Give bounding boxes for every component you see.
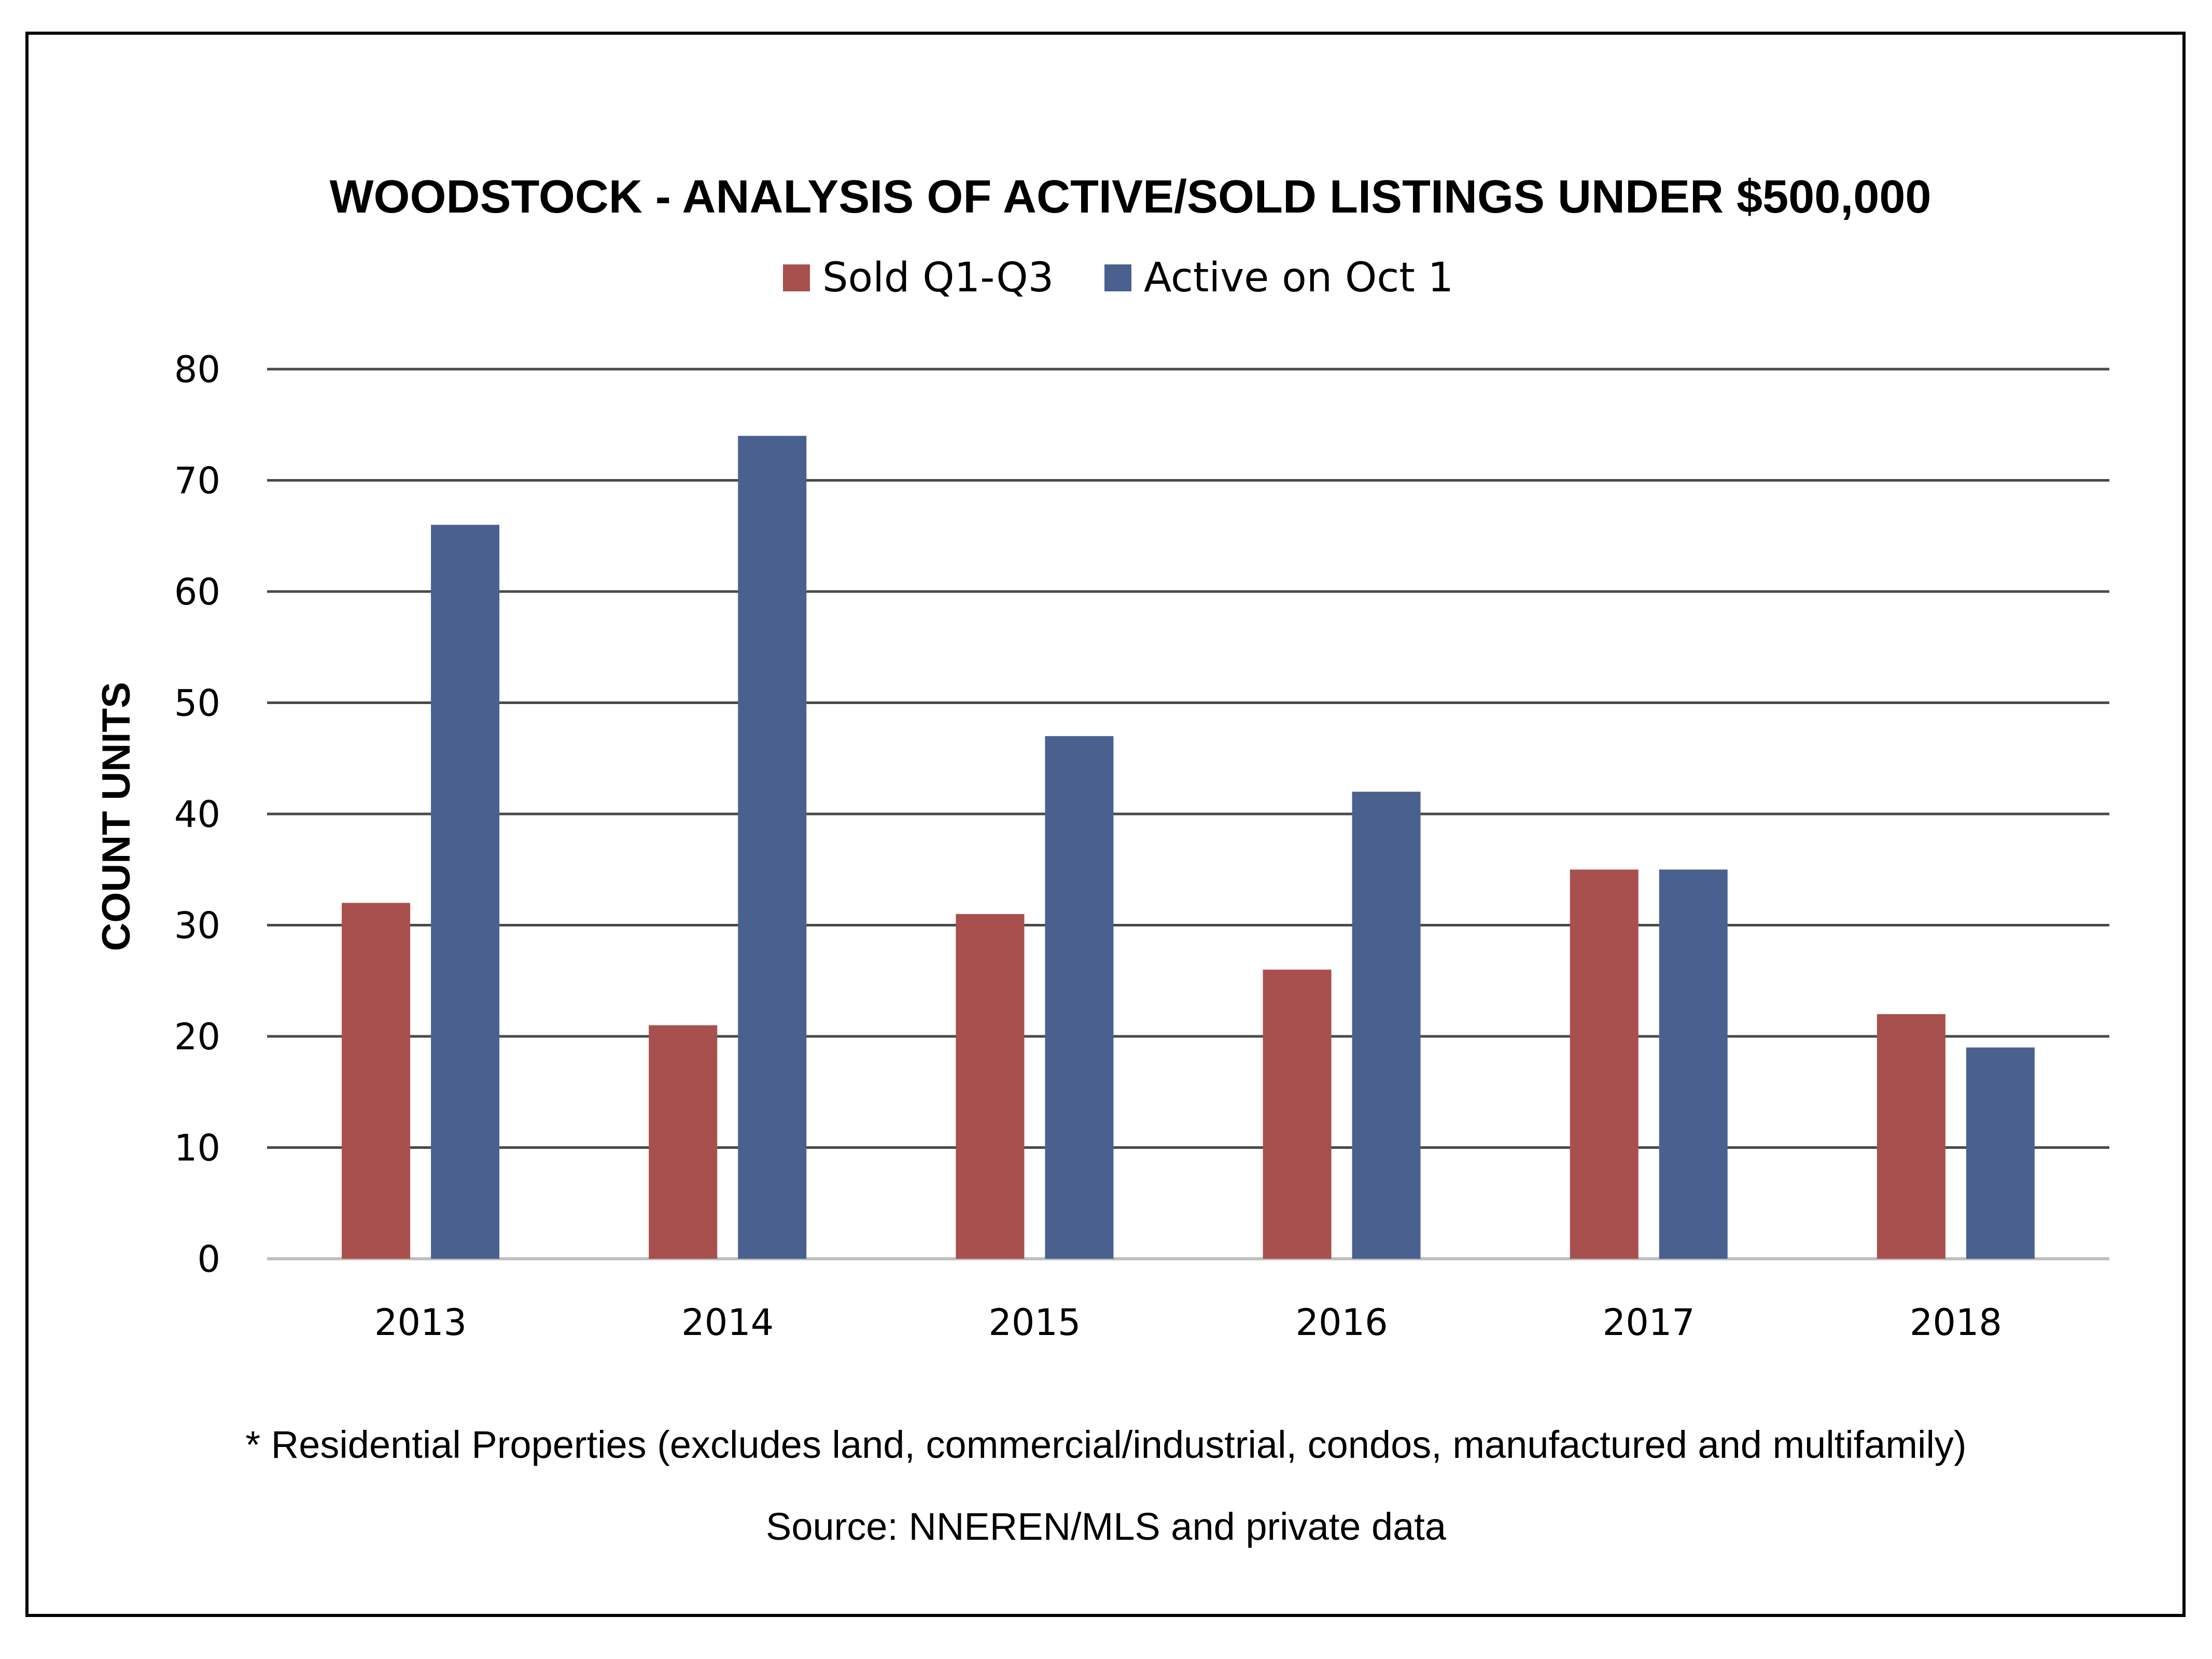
- bar-active: [1045, 736, 1114, 1259]
- y-tick-label: 10: [174, 1127, 220, 1170]
- legend-label-sold: Sold Q1-Q3: [822, 255, 1054, 301]
- x-tick-label: 2018: [1910, 1301, 2002, 1344]
- x-axis-ticks: 2013 2014 2015 2016 2017 2018: [374, 1301, 2002, 1344]
- bar-active: [1352, 792, 1421, 1259]
- y-tick-label: 20: [174, 1016, 220, 1058]
- footnote-text: * Residential Properties (excludes land,…: [245, 1423, 1966, 1466]
- x-tick-label: 2014: [681, 1301, 774, 1344]
- y-tick-label: 80: [174, 348, 220, 391]
- source-text: Source: NNEREN/MLS and private data: [766, 1505, 1447, 1548]
- legend-label-active: Active on Oct 1: [1144, 255, 1453, 301]
- x-tick-label: 2017: [1603, 1301, 1695, 1344]
- legend-swatch-active: [1104, 264, 1131, 291]
- bars: [342, 435, 2035, 1259]
- y-tick-label: 0: [197, 1238, 220, 1281]
- gridlines: [267, 368, 2109, 1260]
- bar-active: [431, 525, 500, 1259]
- bar-active: [1966, 1047, 2035, 1259]
- legend-swatch-sold: [783, 264, 810, 291]
- x-tick-label: 2016: [1296, 1301, 1388, 1344]
- legend: Sold Q1-Q3 Active on Oct 1: [783, 255, 1453, 301]
- bar-sold: [956, 914, 1025, 1259]
- y-tick-label: 30: [174, 905, 220, 947]
- y-axis-title: COUNT UNITS: [94, 682, 138, 951]
- bar-active: [738, 435, 807, 1259]
- bar-sold: [1263, 969, 1332, 1259]
- bar-sold: [649, 1025, 718, 1259]
- y-tick-label: 60: [174, 571, 220, 613]
- y-tick-label: 40: [174, 793, 220, 836]
- x-tick-label: 2015: [988, 1301, 1081, 1344]
- bar-sold: [1877, 1014, 1945, 1259]
- y-axis-ticks: 0 10 20 30 40 50 60 70 80: [174, 348, 220, 1281]
- y-tick-label: 50: [174, 682, 220, 725]
- bar-sold: [1570, 869, 1639, 1259]
- x-tick-label: 2013: [374, 1301, 467, 1344]
- bar-active: [1659, 869, 1728, 1259]
- chart-title: WOODSTOCK - ANALYSIS OF ACTIVE/SOLD LIST…: [330, 171, 1931, 223]
- y-tick-label: 70: [174, 460, 220, 502]
- bar-sold: [342, 903, 411, 1259]
